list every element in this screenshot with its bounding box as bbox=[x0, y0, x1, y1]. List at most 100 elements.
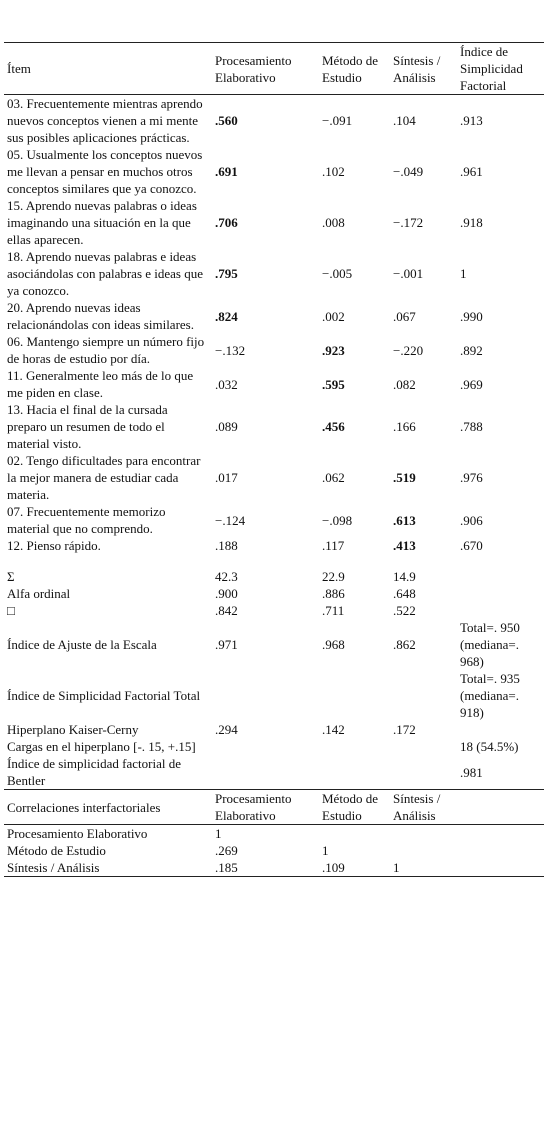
cell bbox=[457, 859, 544, 877]
cell: −.005 bbox=[322, 266, 353, 281]
summary-row: Índice de Ajuste de la Escala .971 .968 .86… bbox=[4, 619, 544, 670]
summary-row: Cargas en el hiperplano [-. 15, +.15] 18 … bbox=[4, 738, 544, 755]
cell: .892 bbox=[460, 342, 483, 358]
cell: −.220 bbox=[393, 342, 424, 358]
summary-row: Hiperplano Kaiser-Cerny .294 .142 .172 bbox=[4, 721, 544, 738]
summary-row: Índice de simplicidad factorial de Bentl… bbox=[4, 755, 544, 790]
cell bbox=[319, 825, 390, 843]
item-row: 18. Aprendo nuevas palabras e ideas asoc… bbox=[4, 248, 544, 299]
cell: .089 bbox=[215, 419, 238, 434]
summary-row: Σ 42.3 22.9 14.9 bbox=[4, 568, 544, 585]
cell bbox=[212, 755, 319, 790]
item-row: 07. Frecuentemente memorizo material que… bbox=[4, 503, 544, 537]
cell: 42.3 bbox=[215, 569, 238, 584]
row-label: Cargas en el hiperplano [-. 15, +.15] bbox=[7, 739, 196, 754]
cell: .067 bbox=[393, 308, 416, 324]
cell: .795 bbox=[215, 266, 238, 281]
cell: Método de Estudio bbox=[319, 42, 390, 95]
cell: .711 bbox=[322, 603, 345, 618]
item-row: 03. Frecuentemente mientras aprendo nuev… bbox=[4, 95, 544, 147]
item-row: 20. Aprendo nuevas ideas relacionándolas… bbox=[4, 299, 544, 333]
row-label: Índice de Simplicidad Factorial Total bbox=[7, 688, 201, 703]
cell: .082 bbox=[393, 376, 416, 392]
cell: .969 bbox=[460, 376, 483, 392]
row-label: Alfa ordinal bbox=[7, 586, 71, 601]
cell: −.001 bbox=[393, 266, 424, 281]
row-label: 02. Tengo dificultades para encontrar la… bbox=[7, 453, 201, 502]
row-label: Síntesis / Análisis bbox=[4, 859, 212, 877]
cell: .142 bbox=[322, 722, 345, 737]
cell: .706 bbox=[215, 215, 238, 230]
row-label: Procesamiento Elaborativo bbox=[7, 826, 148, 841]
cell: Síntesis / Análisis bbox=[390, 42, 457, 95]
cell: −.124 bbox=[215, 512, 246, 528]
item-row: 12. Pienso rápido. .188 .117 .413 .670 bbox=[4, 537, 544, 554]
item-row: 13. Hacia el final de la cursada preparo… bbox=[4, 401, 544, 452]
cell: Total=. 950 (mediana=. 968) bbox=[460, 620, 520, 669]
cell: Procesamiento Elaborativo bbox=[212, 789, 319, 825]
cell bbox=[390, 755, 457, 790]
cell: .918 bbox=[460, 215, 483, 230]
cell: 1 bbox=[215, 826, 222, 841]
row-label: □ bbox=[7, 603, 15, 618]
cell: .981 bbox=[460, 764, 483, 780]
summary-row: Índice de Simplicidad Factorial Total Tot… bbox=[4, 670, 544, 721]
cell: .900 bbox=[215, 586, 238, 601]
item-row: 06. Mantengo siempre un número fijo de h… bbox=[4, 333, 544, 367]
row-label: Método de Estudio bbox=[7, 843, 106, 858]
cell: .109 bbox=[319, 859, 390, 877]
row-label: Σ bbox=[7, 569, 15, 584]
cell: 18 (54.5%) bbox=[460, 739, 519, 754]
cell bbox=[212, 738, 319, 755]
cell: .595 bbox=[322, 376, 345, 392]
cell: .913 bbox=[460, 113, 483, 128]
cell bbox=[390, 738, 457, 755]
cell: .560 bbox=[215, 113, 238, 128]
cell bbox=[319, 670, 390, 721]
summary-row: Alfa ordinal .900 .886 .648 bbox=[4, 585, 544, 602]
cell: .104 bbox=[393, 113, 416, 128]
cell bbox=[212, 670, 319, 721]
cell: .002 bbox=[322, 308, 345, 324]
cell: .691 bbox=[215, 164, 238, 179]
header-row: Ítem Procesamiento Elaborativo Método de E… bbox=[4, 42, 544, 95]
correlation-header: Correlaciones interfactoriales Procesamie… bbox=[4, 789, 544, 825]
cell: .185 bbox=[212, 859, 319, 877]
cell bbox=[457, 842, 544, 859]
cell: .670 bbox=[460, 538, 483, 553]
row-label: 13. Hacia el final de la cursada preparo… bbox=[7, 402, 168, 451]
spacer bbox=[4, 554, 544, 568]
cell: 1 bbox=[460, 266, 467, 281]
cell: .166 bbox=[393, 419, 416, 434]
cell: −.049 bbox=[393, 164, 424, 179]
cell bbox=[390, 825, 457, 843]
cell: Síntesis / Análisis bbox=[390, 789, 457, 825]
cell: .008 bbox=[322, 215, 345, 230]
correlation-row: Método de Estudio .269 1 bbox=[4, 842, 544, 859]
row-label: Correlaciones interfactoriales bbox=[4, 789, 212, 825]
cell: .971 bbox=[215, 637, 238, 652]
cell: .294 bbox=[215, 722, 238, 737]
row-label: 05. Usualmente los conceptos nuevos me l… bbox=[7, 147, 203, 196]
cell: .519 bbox=[393, 470, 416, 485]
cell: 14.9 bbox=[393, 569, 416, 584]
cell: .842 bbox=[215, 603, 238, 618]
cell: −.098 bbox=[322, 512, 353, 528]
row-label: 12. Pienso rápido. bbox=[7, 538, 101, 553]
row-label: 03. Frecuentemente mientras aprendo nuev… bbox=[7, 96, 203, 145]
cell bbox=[457, 789, 544, 825]
cell: .788 bbox=[460, 419, 483, 434]
cell: Total=. 935 (mediana=. 918) bbox=[460, 671, 520, 720]
summary-row: □ .842 .711 .522 bbox=[4, 602, 544, 619]
row-label: 18. Aprendo nuevas palabras e ideas asoc… bbox=[7, 249, 204, 298]
cell: Índice de Simplicidad Factorial bbox=[457, 42, 544, 95]
cell: .017 bbox=[215, 470, 238, 485]
cell: 1 bbox=[322, 843, 329, 858]
cell: .968 bbox=[322, 637, 345, 652]
cell: .269 bbox=[215, 843, 238, 858]
cell bbox=[457, 585, 544, 602]
item-row: 15. Aprendo nuevas palabras o ideas imag… bbox=[4, 197, 544, 248]
item-row: 02. Tengo dificultades para encontrar la… bbox=[4, 452, 544, 503]
cell: .522 bbox=[393, 603, 416, 618]
